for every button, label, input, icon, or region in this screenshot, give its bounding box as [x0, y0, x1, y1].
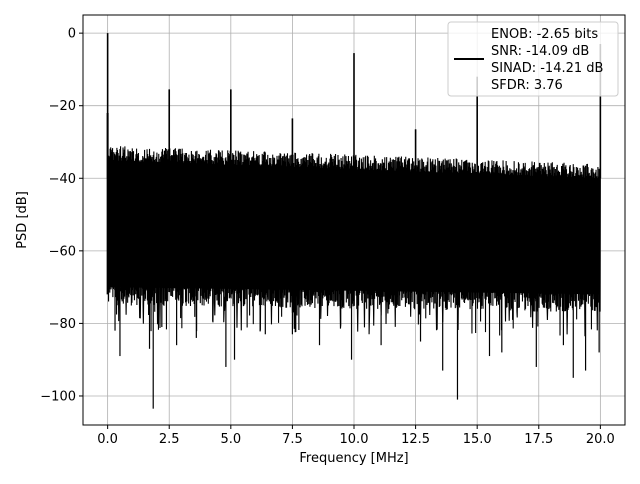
legend-line-sfdr: SFDR: 3.76: [491, 78, 563, 93]
x-tick-label: 7.5: [282, 432, 303, 447]
axis-ticks: 0.0 2.5 5.0 7.5 10.0 12.5 15.0 17.5 20.0 0 −20 −40 −…: [40, 27, 615, 447]
x-tick-label: 12.5: [401, 432, 430, 447]
plot-area: [106, 33, 602, 409]
y-axis-label: PSD [dB]: [15, 191, 30, 249]
noise-floor-band: [107, 160, 601, 295]
y-tick-label: −20: [49, 99, 76, 114]
legend-line-enob: ENOB: -2.65 bits: [491, 27, 598, 42]
y-tick-label: −60: [49, 244, 76, 259]
x-tick-label: 10.0: [340, 432, 369, 447]
x-axis-label: Frequency [MHz]: [299, 451, 408, 466]
legend: ENOB: -2.65 bits SNR: -14.09 dB SINAD: -…: [447, 21, 619, 97]
y-tick-label: −80: [49, 317, 76, 332]
x-tick-label: 17.5: [524, 432, 553, 447]
y-tick-label: 0: [68, 27, 76, 42]
x-tick-label: 0.0: [97, 432, 118, 447]
y-tick-label: −40: [49, 172, 76, 187]
x-tick-label: 2.5: [159, 432, 180, 447]
x-tick-label: 20.0: [586, 432, 615, 447]
x-tick-label: 15.0: [463, 432, 492, 447]
y-tick-label: −100: [40, 389, 76, 404]
x-tick-label: 5.0: [220, 432, 241, 447]
legend-box: [447, 21, 619, 97]
legend-line-sinad: SINAD: -14.21 dB: [491, 61, 603, 76]
legend-line-snr: SNR: -14.09 dB: [491, 44, 589, 59]
